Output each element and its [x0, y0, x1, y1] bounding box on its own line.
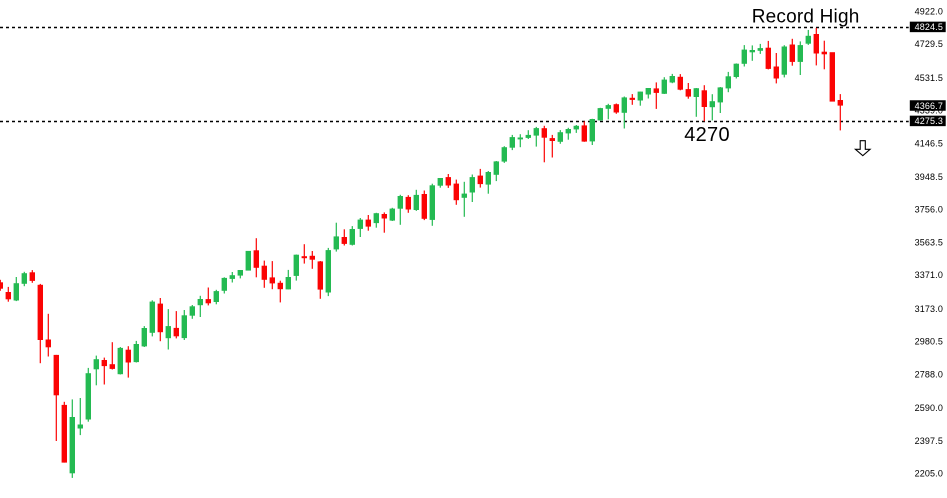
- svg-text:Record High: Record High: [752, 6, 860, 27]
- svg-text:4146.5: 4146.5: [915, 138, 943, 148]
- svg-text:4531.5: 4531.5: [915, 73, 943, 83]
- svg-text:4366.7: 4366.7: [915, 101, 943, 111]
- svg-text:4275.3: 4275.3: [915, 116, 943, 126]
- svg-text:3371.0: 3371.0: [915, 270, 943, 280]
- svg-text:2980.5: 2980.5: [915, 337, 943, 347]
- svg-text:3756.0: 3756.0: [915, 205, 943, 215]
- svg-text:4729.5: 4729.5: [915, 39, 943, 49]
- svg-text:3563.5: 3563.5: [915, 238, 943, 248]
- svg-text:4824.5: 4824.5: [915, 22, 943, 32]
- svg-text:2590.0: 2590.0: [915, 403, 943, 413]
- svg-text:4270: 4270: [684, 124, 730, 146]
- svg-text:2788.0: 2788.0: [915, 369, 943, 379]
- svg-text:2397.5: 2397.5: [915, 436, 943, 446]
- svg-text:3948.5: 3948.5: [915, 172, 943, 182]
- svg-text:2205.0: 2205.0: [915, 469, 943, 479]
- svg-text:3173.0: 3173.0: [915, 304, 943, 314]
- svg-text:4922.0: 4922.0: [915, 6, 943, 16]
